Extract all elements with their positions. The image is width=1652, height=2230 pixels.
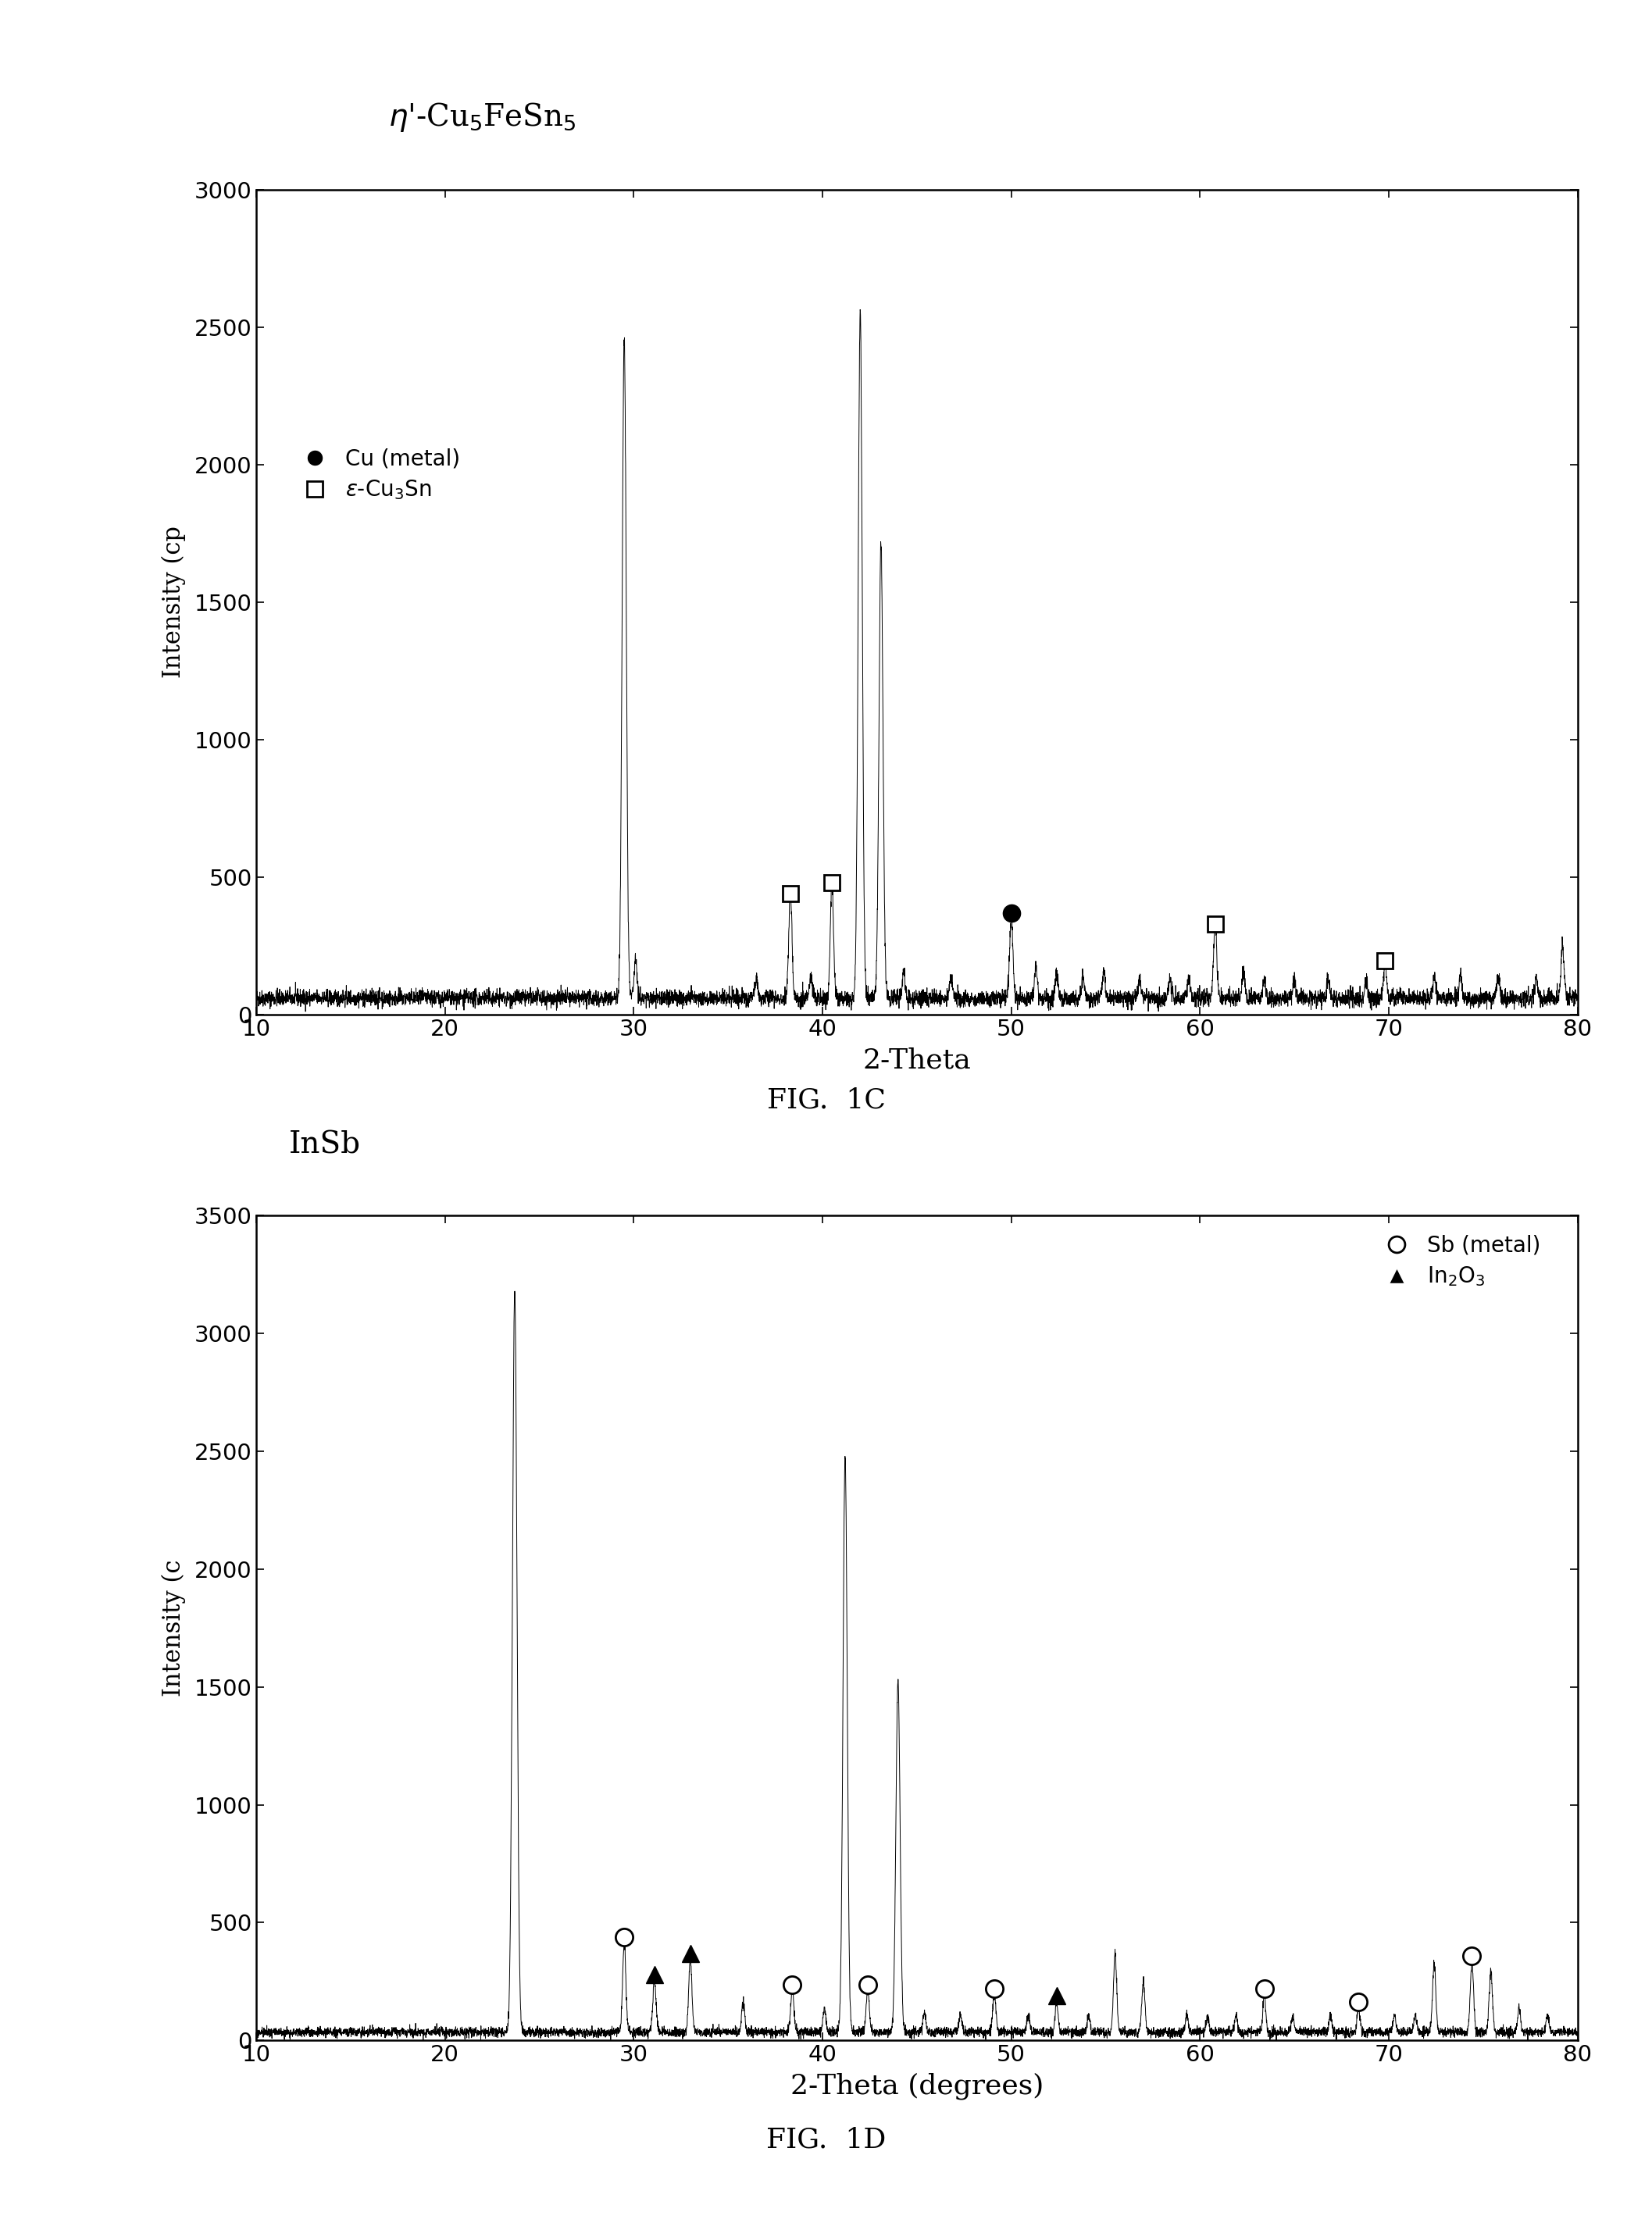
X-axis label: 2-Theta (degrees): 2-Theta (degrees) [790,2072,1044,2101]
X-axis label: 2-Theta: 2-Theta [862,1046,971,1073]
Y-axis label: Intensity (cp: Intensity (cp [162,526,187,678]
Legend: Cu (metal), $\varepsilon$-Cu$_3$Sn: Cu (metal), $\varepsilon$-Cu$_3$Sn [294,448,461,502]
Text: InSb: InSb [289,1131,360,1160]
Legend: Sb (metal), In$_2$O$_3$: Sb (metal), In$_2$O$_3$ [1374,1235,1540,1289]
Text: FIG.  1C: FIG. 1C [767,1088,885,1113]
Y-axis label: Intensity (c: Intensity (c [162,1559,187,1697]
Text: $\eta$'-Cu$_5$FeSn$_5$: $\eta$'-Cu$_5$FeSn$_5$ [388,100,577,134]
Text: FIG.  1D: FIG. 1D [767,2127,885,2152]
